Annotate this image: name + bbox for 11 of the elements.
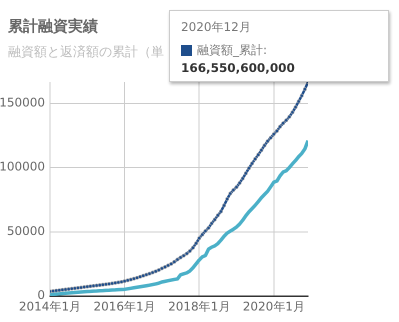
text: 2020年12月: [181, 19, 251, 36]
x-tick-label: 2016年1月: [94, 299, 156, 314]
x-tick-label: 2020年1月: [242, 299, 305, 314]
legend-label: 融資額_累計:: [197, 42, 268, 59]
chart-subtitle: 融資額と返済額の累計（単: [8, 44, 164, 61]
x-tick-label: 2018年1月: [168, 299, 230, 314]
y-tick-label: 150000: [0, 95, 45, 110]
y-tick-label: 50000: [6, 224, 45, 238]
chart-title: 累計融資実績: [8, 17, 98, 36]
y-tick-label: 100000: [0, 160, 45, 174]
text: 166,550,600,000: [181, 61, 295, 75]
